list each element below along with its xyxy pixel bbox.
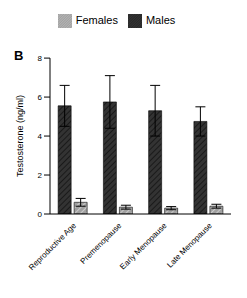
svg-text:0: 0 [38,210,43,219]
svg-text:2: 2 [38,171,43,180]
svg-text:Early Menopause: Early Menopause [118,221,169,272]
html-text:Females: Females [75,14,118,26]
svg-text:8: 8 [38,54,43,63]
svg-text:4: 4 [38,132,43,141]
html-text:Males: Males [145,14,176,26]
svg-text:Late Menopause: Late Menopause [165,221,214,270]
svg-text:Premenopause: Premenopause [79,221,124,266]
svg-text:Testosterone (ng/ml): Testosterone (ng/ml) [15,95,25,177]
svg-text:Reproductive Age: Reproductive Age [27,221,78,272]
svg-text:6: 6 [38,93,43,102]
html-text:B: B [14,48,24,63]
